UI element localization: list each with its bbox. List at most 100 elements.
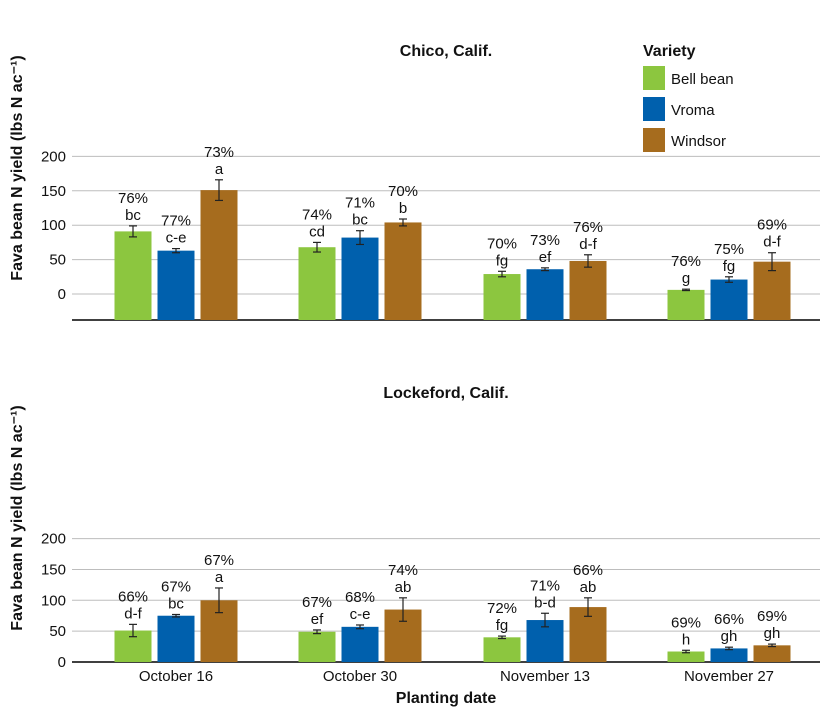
legend: Variety Bell bean Vroma Windsor bbox=[643, 43, 734, 152]
y-tick-label: 150 bbox=[41, 183, 66, 200]
bar-data-label: 71% bc bbox=[345, 195, 375, 229]
bar-windsor bbox=[569, 260, 607, 320]
chart-panels: 0 50 100 150 200 Chico, Calif. Fava bean N yie… bbox=[9, 43, 820, 685]
error-bar bbox=[129, 225, 137, 238]
legend-swatch bbox=[643, 128, 665, 152]
y-tick-label: 50 bbox=[49, 623, 66, 640]
bar-data-label: 67% bc bbox=[161, 578, 191, 612]
error-bar bbox=[399, 597, 407, 622]
panel-2: 0 50 100 150 200 Lockeford, Calif. Fava bean N… bbox=[9, 385, 820, 685]
bar-vroma bbox=[526, 269, 564, 320]
bar-data-label: 77% c-e bbox=[161, 213, 191, 247]
bar-bell-bean bbox=[667, 651, 705, 662]
bar-data-label: 73% ef bbox=[530, 232, 560, 266]
error-bar bbox=[356, 624, 364, 630]
y-tick-label: 100 bbox=[41, 217, 66, 234]
legend-title: Variety bbox=[643, 43, 696, 60]
bar-data-label: 76% g bbox=[671, 253, 701, 287]
error-bar bbox=[725, 646, 733, 651]
bar-vroma bbox=[341, 626, 379, 662]
bar-bell-bean bbox=[667, 289, 705, 320]
x-tick-label: November 13 bbox=[500, 668, 590, 685]
bar-data-label: 76% d-f bbox=[573, 219, 603, 253]
legend-label: Bell bean bbox=[671, 71, 734, 88]
bar-vroma bbox=[341, 237, 379, 320]
error-bar bbox=[682, 288, 690, 292]
legend-item: Vroma bbox=[643, 97, 715, 121]
y-tick-label: 100 bbox=[41, 592, 66, 609]
error-bar bbox=[215, 179, 223, 202]
bar-data-label: 76% bc bbox=[118, 190, 148, 224]
legend-label: Windsor bbox=[671, 133, 726, 150]
bar-data-label: 66% d-f bbox=[118, 588, 148, 622]
bar-data-label: 69% h bbox=[671, 614, 701, 648]
x-tick-label: November 27 bbox=[684, 668, 774, 685]
y-tick-label: 200 bbox=[41, 148, 66, 165]
bar-data-label: 70% fg bbox=[487, 235, 517, 269]
error-bar bbox=[172, 247, 180, 254]
error-bar bbox=[541, 267, 549, 272]
error-bar bbox=[584, 597, 592, 617]
bar-data-label: 73% a bbox=[204, 144, 234, 178]
y-axis-title: Fava bean N yield (lbs N ac⁻¹) bbox=[9, 55, 26, 280]
error-bar bbox=[768, 643, 776, 648]
y-tick-label: 0 bbox=[58, 654, 66, 671]
bar-vroma bbox=[157, 615, 195, 662]
y-tick-label: 50 bbox=[49, 252, 66, 269]
bar-vroma bbox=[710, 648, 748, 662]
error-bar bbox=[498, 270, 506, 278]
legend-label: Vroma bbox=[671, 102, 715, 119]
bar-data-label: 68% c-e bbox=[345, 589, 375, 623]
bar-windsor bbox=[200, 190, 238, 320]
bar-data-label: 66% gh bbox=[714, 611, 744, 645]
error-bar bbox=[725, 276, 733, 283]
panel-1: 0 50 100 150 200 Chico, Calif. Fava bean N yie… bbox=[9, 43, 820, 321]
error-bar bbox=[356, 230, 364, 246]
x-tick-label: October 16 bbox=[139, 668, 213, 685]
bar-bell-bean bbox=[298, 247, 336, 320]
y-tick-label: 0 bbox=[58, 286, 66, 303]
y-axis-title: Fava bean N yield (lbs N ac⁻¹) bbox=[9, 405, 26, 630]
bar-data-label: 67% a bbox=[204, 552, 234, 586]
bar-data-label: 70% b bbox=[388, 183, 418, 217]
error-bar bbox=[541, 612, 549, 628]
legend-item: Bell bean bbox=[643, 66, 734, 90]
error-bar bbox=[682, 649, 690, 654]
bar-data-label: 72% fg bbox=[487, 600, 517, 634]
error-bar bbox=[313, 241, 321, 253]
error-bar bbox=[172, 613, 180, 618]
bar-data-label: 74% ab bbox=[388, 562, 418, 596]
bar-windsor bbox=[753, 645, 791, 662]
error-bar bbox=[313, 629, 321, 635]
legend-item: Windsor bbox=[643, 128, 726, 152]
y-tick-label: 200 bbox=[41, 531, 66, 548]
bar-vroma bbox=[710, 279, 748, 320]
error-bar bbox=[215, 587, 223, 614]
bar-data-label: 71% b-d bbox=[530, 577, 560, 611]
bar-bell-bean bbox=[298, 631, 336, 662]
error-bar bbox=[399, 218, 407, 227]
x-tick-label: October 30 bbox=[323, 668, 397, 685]
bar-data-label: 69% d-f bbox=[757, 217, 787, 251]
legend-swatch bbox=[643, 66, 665, 90]
bar-data-label: 69% gh bbox=[757, 608, 787, 642]
legend-swatch bbox=[643, 97, 665, 121]
bar-bell-bean bbox=[483, 274, 521, 320]
x-axis-title: Planting date bbox=[396, 690, 497, 707]
bar-bell-bean bbox=[483, 637, 521, 662]
panel-title: Lockeford, Calif. bbox=[383, 385, 508, 402]
y-tick-label: 150 bbox=[41, 561, 66, 578]
bar-windsor bbox=[753, 261, 791, 320]
error-bar bbox=[129, 623, 137, 638]
bar-vroma bbox=[157, 250, 195, 320]
error-bar bbox=[498, 635, 506, 640]
bar-data-label: 67% ef bbox=[302, 594, 332, 628]
bar-data-label: 74% cd bbox=[302, 206, 332, 240]
error-bar bbox=[768, 252, 776, 272]
bar-bell-bean bbox=[114, 231, 152, 320]
bar-data-label: 66% ab bbox=[573, 562, 603, 596]
error-bar bbox=[584, 254, 592, 268]
panel-title: Chico, Calif. bbox=[400, 43, 492, 60]
bar-windsor bbox=[384, 222, 422, 320]
